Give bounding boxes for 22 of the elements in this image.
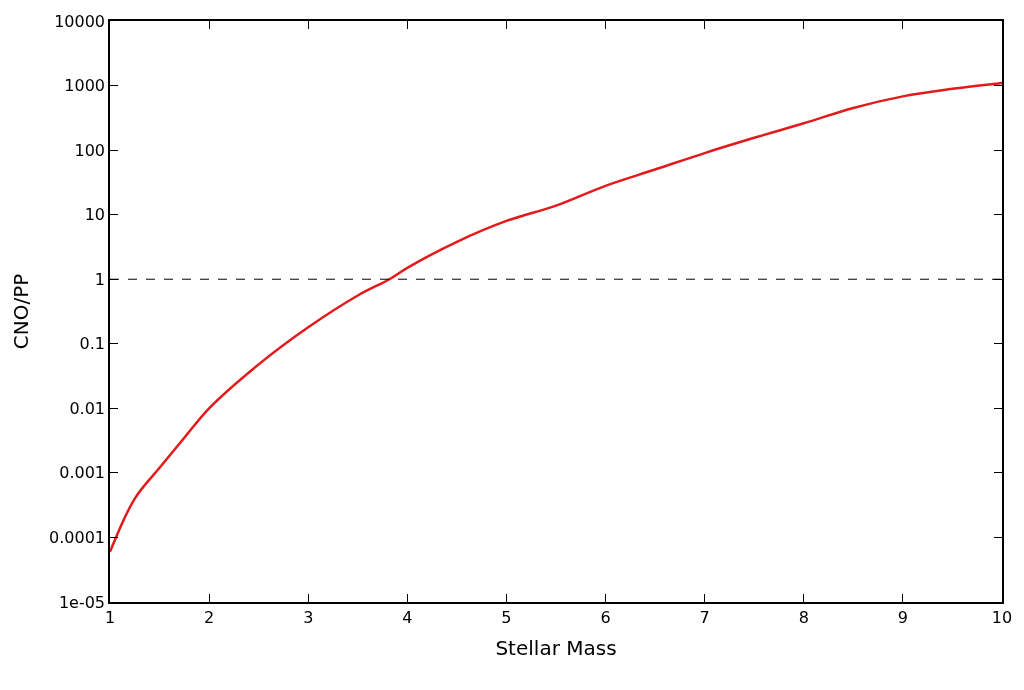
- y-tick-label: 0.1: [79, 334, 106, 354]
- x-tick-label: 7: [699, 607, 710, 627]
- y-tick-label: 10: [84, 205, 106, 225]
- y-tick-label: 1000: [64, 76, 106, 96]
- line-series: [110, 81, 1002, 554]
- y-tick-label: 0.001: [59, 463, 106, 483]
- y-tick-label: 0.0001: [49, 528, 106, 548]
- x-tick-label: 8: [798, 607, 809, 627]
- x-tick-label: 5: [501, 607, 512, 627]
- x-tick-label: 4: [402, 607, 413, 627]
- x-tick-label: 6: [600, 607, 611, 627]
- y-tick-label: 1: [94, 269, 106, 289]
- x-tick-label: 3: [303, 607, 314, 627]
- y-tick-label: 0.01: [69, 398, 106, 418]
- x-tick-label: 2: [204, 607, 215, 627]
- y-tick-label: 1e-05: [58, 592, 106, 612]
- y-tick-label: 10000: [54, 11, 106, 31]
- y-axis-title: CNO/PP: [9, 273, 34, 350]
- y-tick-label: 100: [74, 140, 106, 160]
- x-axis-title: Stellar Mass: [495, 635, 617, 660]
- x-tick-label: 10: [991, 607, 1013, 627]
- x-tick-label: 9: [897, 607, 908, 627]
